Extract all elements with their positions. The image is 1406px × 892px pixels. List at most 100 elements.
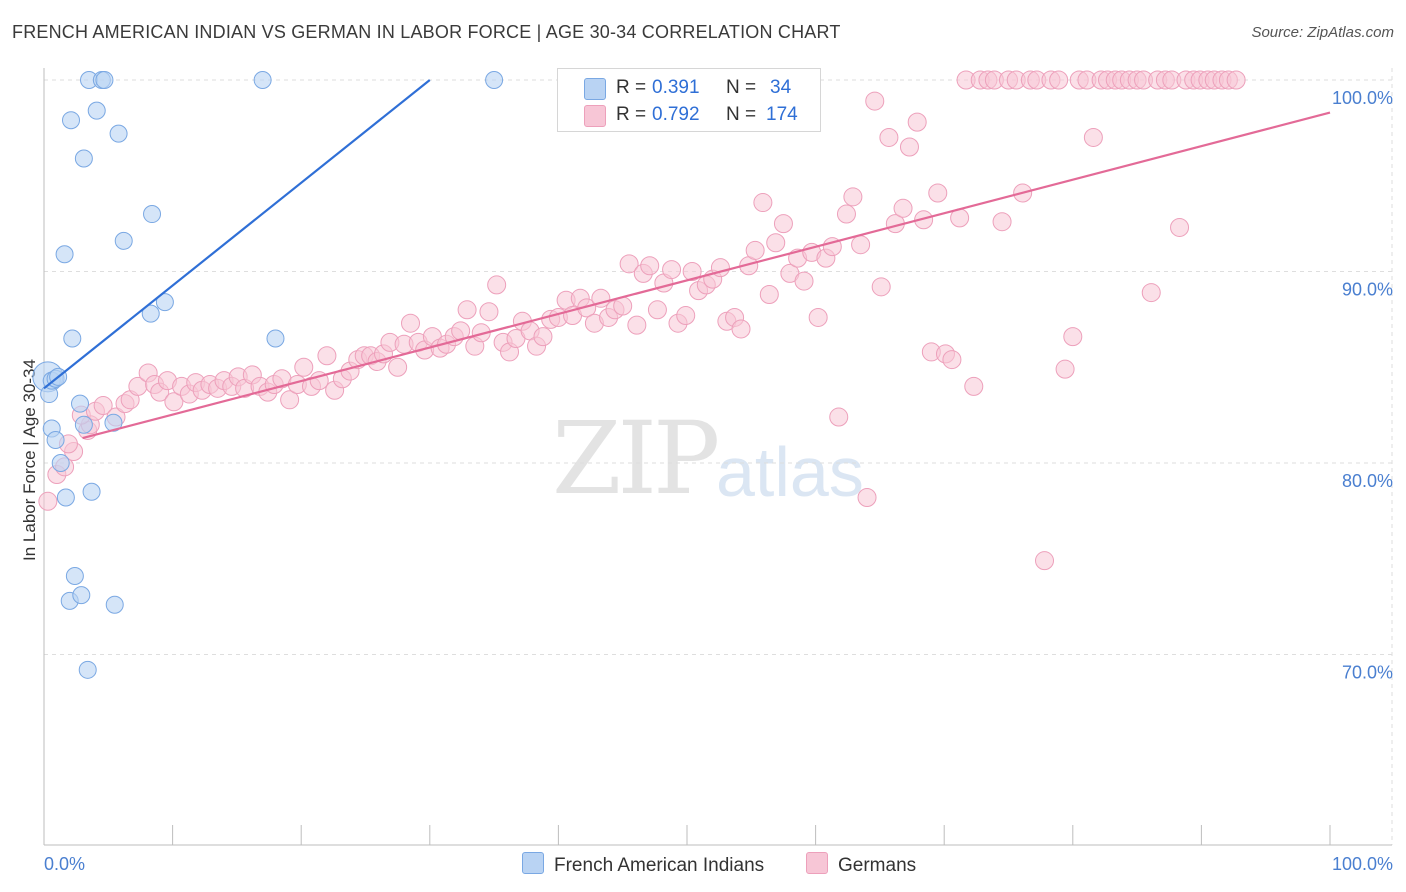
germans-point <box>879 127 899 147</box>
french-american-indians-point <box>87 101 106 120</box>
germans-point <box>871 277 891 297</box>
legend-item-french-american-indians: French American Indians <box>522 852 764 877</box>
watermark-zip: ZIP <box>552 400 720 517</box>
french-american-indians-point <box>62 111 81 130</box>
french-american-indians-point <box>114 231 133 250</box>
germans-point <box>1170 217 1190 237</box>
x-tick-label: 0.0% <box>44 854 85 874</box>
chart-title: FRENCH AMERICAN INDIAN VS GERMAN IN LABO… <box>12 22 841 42</box>
legend-swatch-pink <box>806 852 828 874</box>
germans-point <box>164 392 184 412</box>
french-american-indians-point <box>155 293 174 312</box>
germans-point <box>836 204 856 224</box>
french-american-indians-point <box>46 431 65 450</box>
correlation-legend: R = 0.391 N = 34 R = 0.792 N = 174 <box>557 68 821 132</box>
germans-point <box>753 193 773 213</box>
germans-point <box>682 262 702 281</box>
french-american-indians-point <box>485 71 504 89</box>
french-american-indians-point <box>78 660 97 679</box>
germans-point <box>640 256 660 276</box>
germans-point <box>899 137 919 157</box>
source-label: Source: ZipAtlas.com <box>1251 24 1394 41</box>
french-american-indians-point <box>65 566 84 585</box>
french-american-indians-trend-line <box>43 79 431 390</box>
germans-point <box>907 112 927 132</box>
legend-r-value: 0.391 <box>652 77 700 98</box>
germans-point <box>745 240 765 260</box>
germans-point <box>851 235 871 255</box>
germans-point <box>992 212 1012 232</box>
legend-swatch-blue <box>522 852 544 874</box>
germans-point <box>731 319 751 339</box>
legend-r-value: 0.792 <box>652 104 700 125</box>
germans-point <box>647 300 667 320</box>
legend-label: French American Indians <box>554 855 765 876</box>
legend-label: Germans <box>838 855 917 876</box>
tick-labels: 70.0% 80.0% 90.0% 100.0% 0.0% 100.0% <box>44 88 1393 874</box>
germans-point <box>1141 283 1161 303</box>
watermark-atlas: atlas <box>716 433 864 511</box>
french-american-indians-point <box>95 71 114 89</box>
germans-point <box>865 91 885 111</box>
germans-point <box>942 350 962 370</box>
legend-swatch-blue <box>584 78 606 100</box>
germans-point <box>773 214 793 234</box>
legend-n-value: 174 <box>766 104 798 125</box>
germans-point <box>662 260 682 280</box>
germans-point <box>619 254 639 274</box>
y-tick-label: 80.0% <box>1342 471 1393 491</box>
germans-point <box>857 487 877 507</box>
germans-point <box>627 315 647 335</box>
french-american-indians-point <box>72 586 91 605</box>
germans-point <box>759 284 779 304</box>
germans-point <box>1063 327 1083 347</box>
french-american-indians-point <box>74 149 93 168</box>
germans-point <box>487 275 507 295</box>
germans-point <box>914 210 934 230</box>
germans-point <box>388 357 408 377</box>
germans-point <box>38 491 58 511</box>
y-tick-label: 90.0% <box>1342 280 1393 300</box>
french-american-indians-point <box>253 71 272 89</box>
axes <box>43 68 1392 846</box>
germans-point <box>964 376 984 396</box>
x-tick-label: 100.0% <box>1332 854 1393 874</box>
y-tick-label: 70.0% <box>1342 663 1393 683</box>
germans-point <box>280 390 300 410</box>
french-american-indians-point <box>109 124 128 143</box>
germans-point <box>1055 359 1075 379</box>
germans-point <box>1226 70 1246 90</box>
legend-n-label: N = <box>726 77 757 98</box>
germans-point <box>533 327 553 347</box>
germans-point <box>928 183 948 203</box>
french-american-indians-point <box>104 413 123 432</box>
germans-point <box>457 300 477 320</box>
french-american-indians-point <box>266 329 285 348</box>
germans-point <box>1049 70 1069 90</box>
trend-lines <box>43 79 1331 440</box>
germans-point <box>1035 551 1055 571</box>
germans-point <box>294 357 314 377</box>
germans-point <box>794 271 814 291</box>
french-american-indians-point <box>74 415 93 434</box>
germans-point <box>808 307 828 327</box>
french-american-indians-point <box>55 245 74 264</box>
germans-point <box>93 396 113 416</box>
french-american-indians-point <box>143 205 162 224</box>
germans-points <box>38 70 1246 571</box>
legend-swatch-pink <box>584 105 606 127</box>
french-american-indians-point <box>51 454 70 472</box>
french-american-indians-point <box>141 304 160 323</box>
germans-point <box>401 313 421 333</box>
legend-r-label: R = <box>616 77 647 98</box>
legend-r-label: R = <box>616 104 647 125</box>
germans-trend-line <box>82 111 1331 440</box>
germans-point <box>479 302 499 322</box>
legend-n-value: 34 <box>770 77 792 98</box>
french-american-indians-point <box>105 595 124 614</box>
y-tick-label: 100.0% <box>1332 88 1393 108</box>
germans-point <box>1083 127 1103 147</box>
germans-point <box>766 233 786 253</box>
french-american-indians-point <box>71 394 90 413</box>
